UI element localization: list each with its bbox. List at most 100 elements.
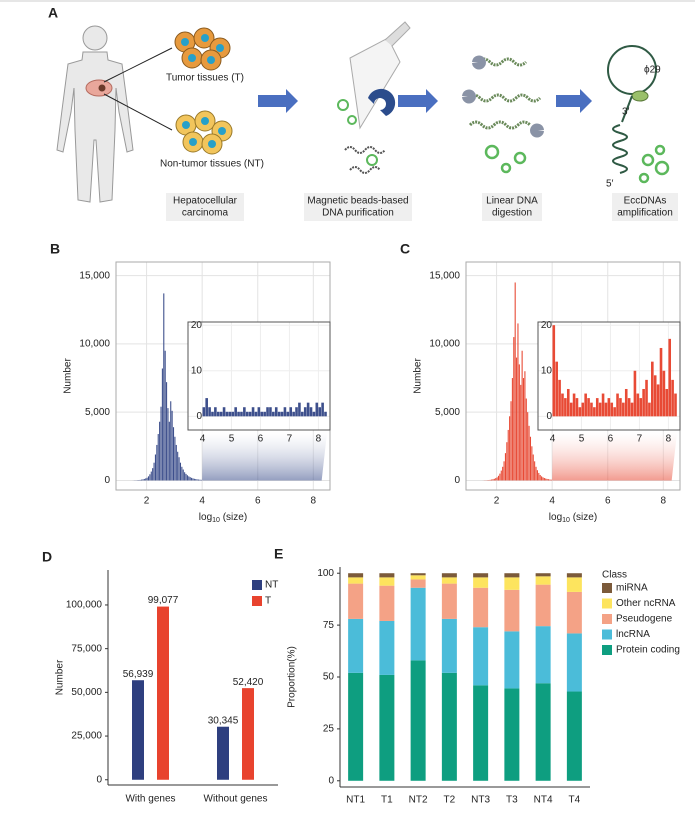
- bar: [146, 477, 148, 481]
- bar: [243, 407, 246, 417]
- bar: [286, 411, 290, 417]
- bar: [648, 402, 651, 417]
- step-box: [304, 193, 412, 221]
- bar-segment: [410, 575, 426, 580]
- y-tick-label: 75,000: [71, 643, 102, 654]
- bar: [157, 606, 169, 780]
- bar: [196, 479, 198, 481]
- bar: [495, 478, 497, 481]
- bar-segment: [504, 688, 520, 781]
- bar: [545, 478, 547, 481]
- bar: [610, 402, 614, 417]
- bar: [511, 378, 513, 481]
- bar: [234, 407, 237, 417]
- bar-segment: [348, 577, 364, 584]
- bar: [245, 411, 249, 417]
- legend-swatch: [252, 596, 262, 606]
- y-axis-label: Proportion(%): [287, 646, 298, 708]
- arrow: [556, 89, 592, 113]
- bar: [575, 398, 579, 417]
- bar-segment: [348, 672, 364, 781]
- bar: [527, 412, 529, 481]
- legend-label: Pseudogene: [616, 614, 673, 625]
- bar: [550, 479, 552, 481]
- bar: [561, 393, 564, 417]
- bar-segment: [504, 577, 520, 590]
- bar: [216, 411, 220, 417]
- x-tick-label: 8: [661, 496, 667, 507]
- bar: [516, 357, 518, 481]
- legend-label: T: [265, 596, 271, 607]
- x-tick-label: NT3: [471, 795, 490, 806]
- legend-title: Class: [602, 570, 627, 581]
- body-head: [82, 25, 108, 51]
- panel-label: E: [274, 546, 283, 562]
- bar: [175, 444, 177, 481]
- step-label: carcinoma: [182, 208, 229, 219]
- legend-label: NT: [265, 580, 278, 591]
- x-tick-label: 6: [605, 496, 611, 507]
- bar: [581, 402, 585, 417]
- x-axis-label-part: log: [549, 512, 562, 523]
- bar: [595, 398, 599, 417]
- x-tick-label: T3: [506, 795, 518, 806]
- bar: [513, 337, 515, 481]
- bar: [193, 478, 195, 481]
- panel-label: D: [42, 549, 52, 565]
- x-axis-label-part: (size): [570, 512, 597, 523]
- y-axis-label: Number: [55, 659, 66, 695]
- y-tick-label: 0: [546, 411, 552, 422]
- bar: [219, 411, 223, 417]
- bar: [199, 479, 201, 481]
- bar: [493, 478, 495, 481]
- step-box: [612, 193, 678, 221]
- step-label: DNA purification: [322, 208, 394, 219]
- bar: [538, 472, 540, 481]
- magnet: [368, 88, 396, 116]
- step-label: EccDNAs: [624, 196, 667, 207]
- connector: [103, 93, 173, 131]
- bar: [231, 411, 235, 417]
- legend-swatch: [602, 629, 612, 640]
- bar: [301, 411, 304, 417]
- y-tick-label: 50,000: [71, 687, 102, 698]
- bar: [564, 398, 567, 417]
- bar: [496, 477, 498, 481]
- bar: [671, 379, 674, 417]
- bar: [205, 398, 208, 417]
- bar: [181, 466, 183, 481]
- bar: [555, 361, 558, 417]
- bar: [295, 407, 298, 417]
- bar: [622, 402, 625, 417]
- legend-swatch: [602, 645, 612, 655]
- bar: [139, 479, 141, 481]
- bar: [172, 427, 175, 481]
- value-label: 30,345: [208, 715, 239, 726]
- bar: [283, 407, 287, 417]
- y-tick-label: 15,000: [429, 270, 460, 281]
- bar: [152, 468, 154, 481]
- bar: [277, 411, 281, 417]
- x-axis-label-part: log: [199, 512, 212, 523]
- legend-label: Protein coding: [616, 645, 680, 656]
- bar: [499, 473, 501, 481]
- bar: [534, 461, 536, 481]
- x-axis-label-part: 10: [212, 517, 220, 524]
- bar: [257, 407, 261, 417]
- bar: [598, 402, 602, 417]
- bar: [491, 479, 493, 481]
- bar: [309, 407, 313, 417]
- bar: [160, 406, 162, 481]
- bar: [147, 476, 150, 481]
- y-tick-label: 75: [323, 620, 335, 631]
- bar: [269, 407, 272, 417]
- bar: [578, 407, 582, 417]
- x-tick-label: 5: [229, 434, 235, 445]
- x-axis-label-part: 10: [562, 517, 570, 524]
- bar: [237, 411, 240, 417]
- bar: [188, 476, 190, 481]
- y-tick-label: 20: [541, 320, 553, 331]
- bar: [497, 475, 500, 481]
- y-tick-label: 0: [196, 411, 202, 422]
- bar: [142, 479, 144, 481]
